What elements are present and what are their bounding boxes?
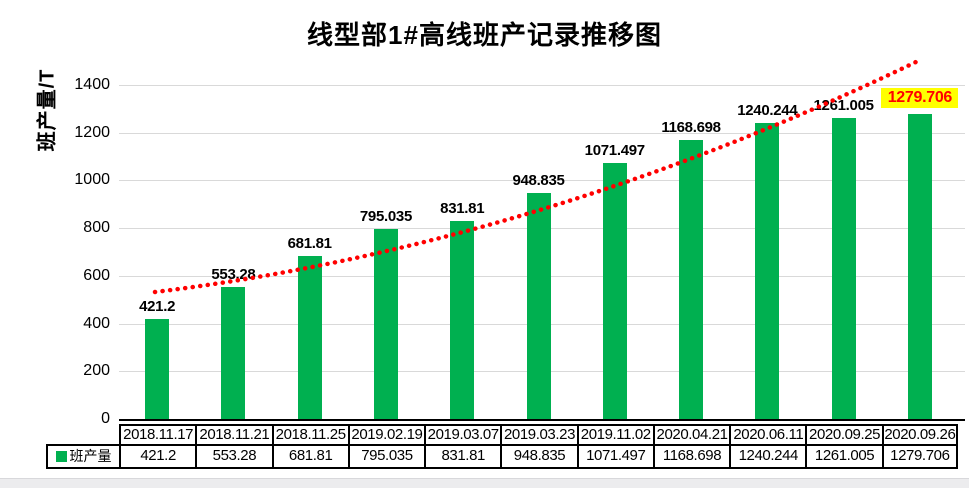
y-axis-tick-label: 400 [83,314,110,332]
table-date-cell: 2019.02.19 [347,424,425,446]
table-value-cell: 1279.706 [881,446,958,469]
table-value-cell: 681.81 [271,446,348,469]
table-value-cell: 1261.005 [805,446,882,469]
highlighted-value-label: 1279.706 [881,87,959,108]
table-date-cell: 2018.11.17 [119,424,196,446]
table-value-cell: 553.28 [195,446,272,469]
y-axis-tick-label: 1000 [74,171,110,189]
bar [373,229,398,419]
bar [755,123,780,419]
bar-value-label: 831.81 [440,199,485,217]
table-date-cell: 2018.11.21 [195,424,272,446]
bar [145,318,170,419]
legend-swatch-icon [55,451,67,462]
grid-line [119,85,965,86]
y-axis-tick-label: 800 [83,219,110,237]
bar [831,118,856,419]
bar-value-label: 553.28 [211,266,256,283]
bar [526,192,551,419]
table-date-cell: 2018.11.25 [271,424,348,446]
table-value-cell: 421.2 [119,446,196,469]
table-value-cell: 831.81 [424,446,501,469]
bar-value-label: 681.81 [287,235,332,253]
bar [679,140,704,419]
legend-label: 班产量 [69,448,112,464]
bar-value-label: 1261.005 [813,97,874,115]
table-date-cell: 2019.11.02 [576,424,653,446]
y-axis-tick-label: 1200 [74,123,110,141]
y-axis-tick-label: 1400 [74,76,110,93]
table-value-cell: 795.035 [347,446,425,469]
table-date-cell: 2020.06.11 [729,424,806,446]
bar [450,220,475,419]
table-date-cell: 2020.09.25 [805,424,882,446]
bar-value-label: 1168.698 [661,119,721,137]
bar [602,163,627,419]
bar [907,113,932,419]
table-value-cell: 1071.497 [576,446,653,469]
bar-value-label: 1071.497 [584,142,645,160]
x-axis-line [119,418,965,421]
bar [297,256,322,419]
bar-value-label: 948.835 [512,171,565,189]
table-date-cell: 2020.09.26 [881,424,958,446]
table-date-cell: 2020.04.21 [652,424,730,446]
y-axis-tick-label: 600 [83,266,110,284]
table-date-cell: 2019.03.23 [500,424,577,446]
table-date-cell: 2019.03.07 [424,424,501,446]
bottom-edge-strip [0,478,969,488]
table-value-cell: 1168.698 [652,446,730,469]
y-axis-tick-label: 0 [101,410,110,427]
bar [221,287,246,419]
legend: 班产量 [46,444,119,469]
y-axis-tick-label: 200 [83,362,110,380]
table-value-cell: 948.835 [500,446,577,469]
bar-value-label: 421.2 [139,297,176,315]
table-value-cell: 1240.244 [729,446,806,469]
chart-title: 线型部1#高线班产记录推移图 [307,20,662,50]
